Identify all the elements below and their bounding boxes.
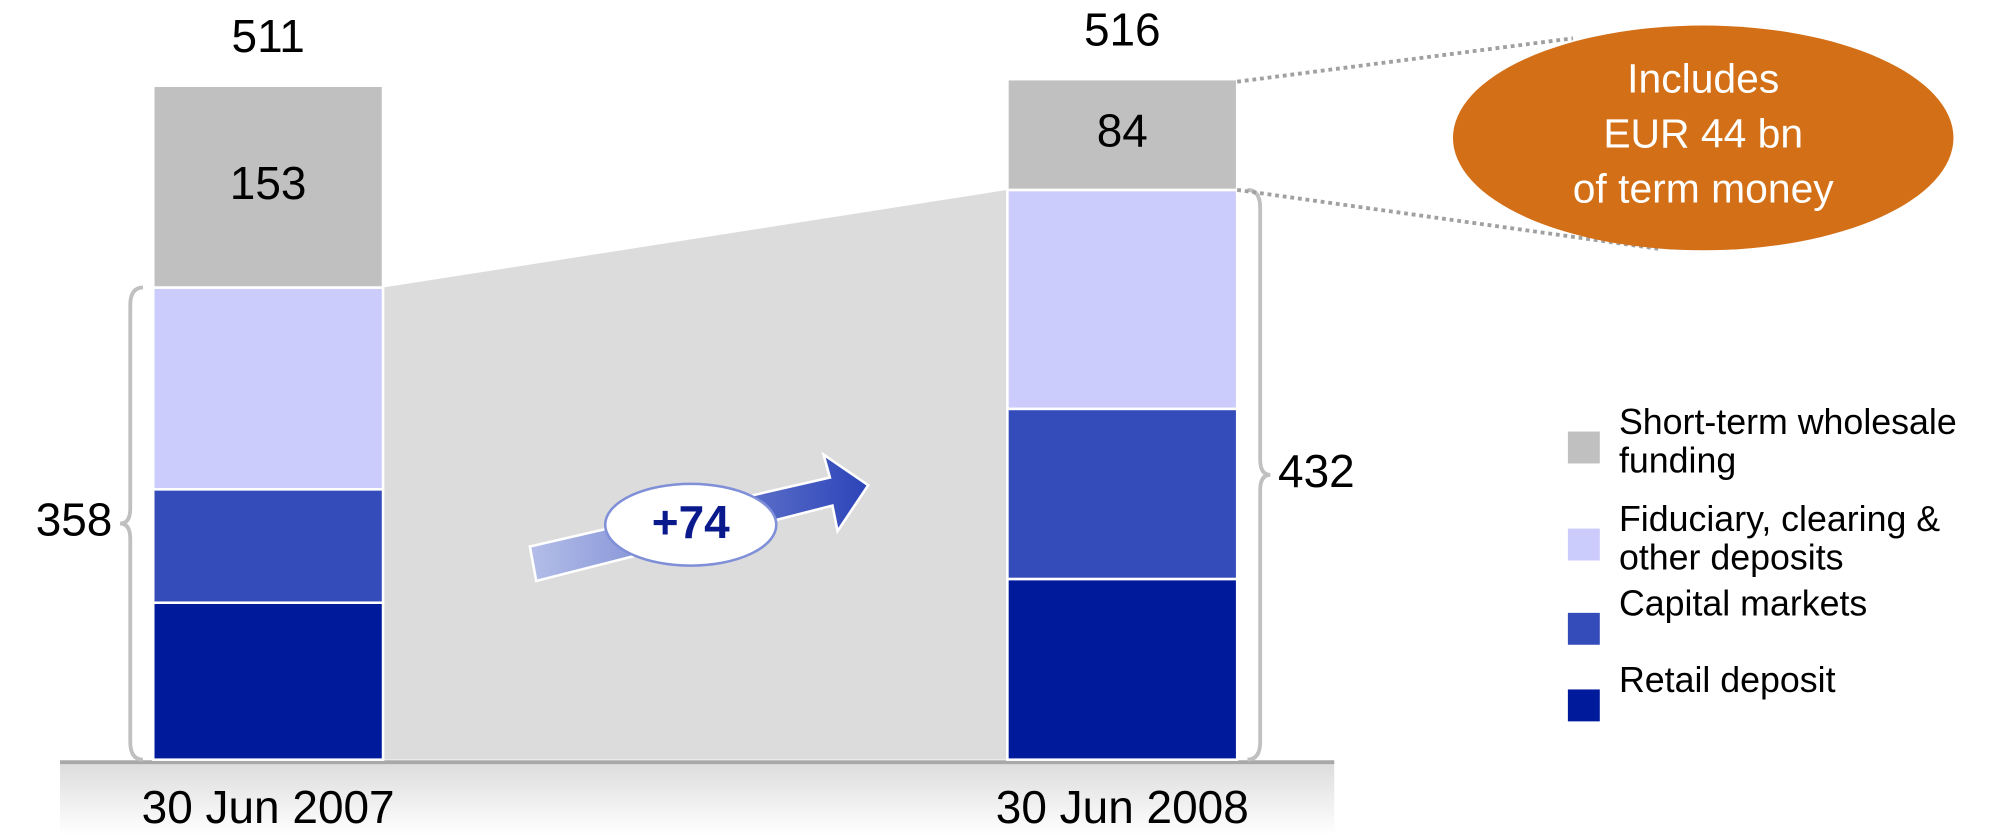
legend-entry: Short-term wholesale funding [1618, 403, 1957, 481]
legend-entry: Retail deposit [1618, 661, 1836, 700]
callout-text: of term money [1573, 165, 1835, 211]
floor [60, 762, 1335, 835]
callout-text: EUR 44 bn [1603, 110, 1803, 156]
bar-segment [1006, 77, 1239, 192]
change-label: +74 [652, 496, 730, 548]
subtotal-label: 358 [36, 494, 113, 546]
total-label: 516 [1084, 3, 1161, 55]
legend-swatch [1567, 528, 1600, 561]
legend-label: Retail deposit [1618, 661, 1836, 700]
bar-segment [1006, 407, 1239, 581]
callout [1452, 25, 1954, 251]
change-badge [603, 482, 778, 567]
background-layer [383, 189, 1008, 760]
x-tick-label: 30 Jun 2007 [142, 781, 395, 833]
legend-swatch [1567, 431, 1600, 464]
brace [119, 285, 144, 762]
chart-layer: 153 511 30 Jun 2007 84 516 30 Jun 2008 358 432 +… [36, 3, 1957, 833]
data-label: 153 [230, 157, 307, 209]
callout-text: Includes [1627, 56, 1779, 102]
bar-segment [151, 488, 385, 604]
legend-entry: Capital markets [1618, 584, 1868, 624]
bar-segment [1006, 188, 1239, 411]
bar-segment [151, 601, 385, 761]
legend-label: Short-term wholesale funding [1618, 403, 1957, 481]
x-tick-label: 30 Jun 2008 [996, 781, 1249, 833]
subtotal-label: 432 [1278, 445, 1355, 497]
brace [1247, 187, 1271, 762]
legend-swatch [1567, 689, 1600, 722]
bar-segment [1006, 577, 1239, 761]
data-label: 84 [1097, 105, 1148, 157]
callout-leader [1236, 36, 1574, 84]
bar-segment [151, 286, 385, 491]
callout-leader [1236, 188, 1661, 251]
legend-swatch [1567, 612, 1600, 645]
total-label: 511 [232, 10, 305, 62]
legend-label: Fiduciary, clearing & other deposits [1618, 500, 1941, 578]
legend-entry: Fiduciary, clearing & other deposits [1618, 500, 1941, 578]
bar-segment [151, 84, 385, 289]
legend-label: Capital markets [1618, 584, 1868, 624]
connector-area [383, 189, 1008, 760]
